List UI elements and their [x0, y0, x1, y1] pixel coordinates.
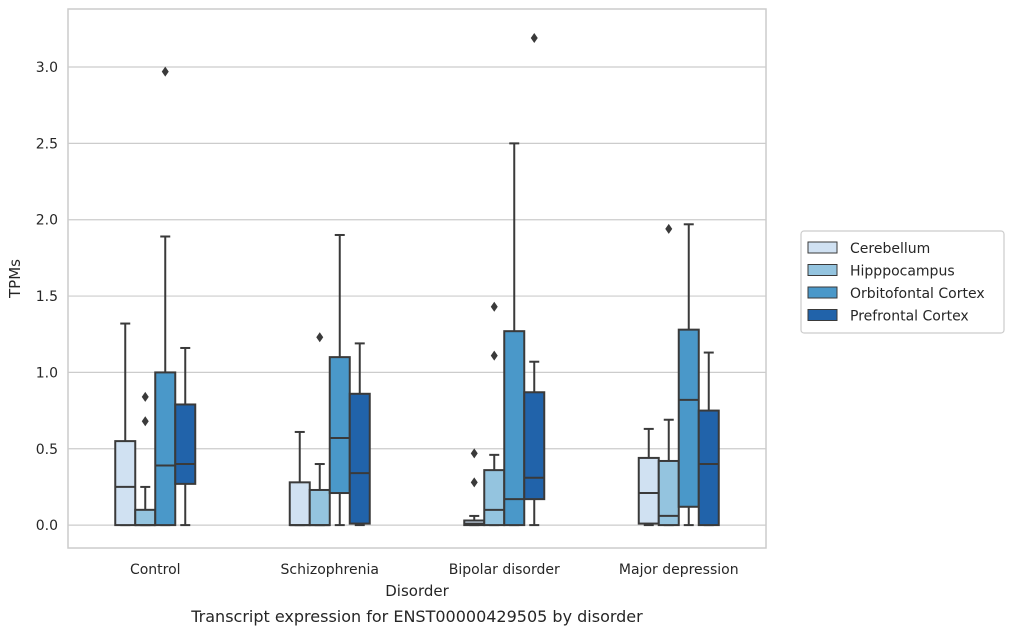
legend-label: Prefrontal Cortex — [850, 309, 969, 325]
outlier-point — [490, 301, 498, 312]
box — [523, 33, 546, 527]
outlier-point — [470, 448, 478, 459]
box — [288, 430, 311, 527]
box — [503, 142, 526, 527]
x-tick-label: Major depression — [619, 562, 739, 578]
x-tick-label: Bipolar disorder — [449, 562, 560, 578]
legend-swatch — [807, 264, 838, 276]
y-tick-label: 1.0 — [36, 365, 58, 381]
box-body — [154, 371, 177, 527]
legend: Cerebellum Hipppocampus Orbitofontal Corte… — [800, 230, 1005, 334]
plot-frame — [67, 8, 767, 549]
legend-item: Prefrontal Cortex — [807, 309, 969, 325]
box-body — [697, 409, 720, 527]
box — [463, 448, 486, 527]
box — [348, 342, 371, 527]
box-body — [348, 392, 371, 525]
outlier-point — [530, 33, 538, 44]
box-body — [308, 488, 331, 527]
y-tick-label: 2.0 — [36, 213, 58, 229]
box — [657, 223, 680, 527]
legend-frame — [800, 230, 1005, 334]
outlier-point — [141, 416, 149, 427]
box — [483, 301, 506, 527]
outlier-point — [161, 66, 169, 77]
box-body — [523, 391, 546, 501]
outlier-point — [490, 350, 498, 361]
x-axis-label: Disorder — [385, 582, 449, 600]
outlier-point — [141, 391, 149, 402]
outlier-point — [316, 332, 324, 343]
box — [677, 223, 700, 527]
box — [328, 233, 351, 527]
x-tick-labels: Control Schizophrenia Bipolar disorder Majo… — [130, 562, 739, 578]
x-tick-label: Schizophrenia — [281, 562, 379, 578]
y-tick-label: 2.5 — [36, 136, 58, 152]
legend-label: Orbitofontal Cortex — [850, 286, 985, 302]
legend-swatch — [807, 241, 838, 254]
legend-swatch — [807, 286, 838, 299]
box-body — [288, 481, 311, 527]
box-groups — [114, 33, 720, 527]
chart-caption: Transcript expression for ENST0000042950… — [190, 607, 643, 626]
legend-item: Orbitofontal Cortex — [807, 286, 985, 302]
box-body — [174, 403, 197, 485]
y-tick-label: 1.5 — [36, 289, 58, 305]
box-body — [114, 440, 137, 527]
box-body — [637, 456, 660, 525]
y-axis-label: TPMs — [6, 259, 24, 299]
box-body — [677, 328, 700, 508]
box — [637, 427, 660, 527]
box-body — [134, 508, 157, 527]
box — [134, 391, 157, 527]
box-body — [483, 469, 506, 527]
legend-label: Hipppocampus — [850, 264, 955, 280]
outlier-point — [470, 477, 478, 488]
legend-swatch — [807, 309, 838, 321]
x-tick-label: Control — [130, 562, 181, 578]
y-tick-label: 3.0 — [36, 60, 58, 76]
outlier-point — [665, 223, 673, 234]
y-tick-label: 0.0 — [36, 518, 58, 534]
legend-item: Hipppocampus — [807, 264, 955, 280]
box-body — [503, 330, 526, 527]
box-body — [328, 356, 351, 495]
box — [174, 346, 197, 527]
legend-label: Cerebellum — [850, 241, 930, 257]
box — [697, 351, 720, 527]
legend-item: Cerebellum — [807, 241, 930, 257]
y-tick-labels: 0.0 0.5 1.0 1.5 2.0 2.5 3.0 — [36, 60, 58, 534]
box — [308, 332, 331, 527]
box — [114, 322, 137, 527]
y-tick-label: 0.5 — [36, 442, 58, 458]
